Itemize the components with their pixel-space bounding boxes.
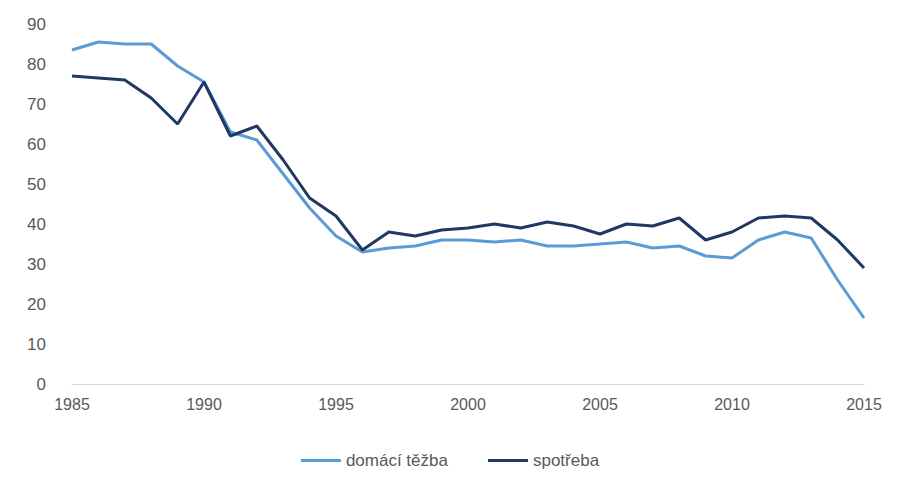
svg-text:0: 0 bbox=[37, 375, 46, 394]
svg-text:60: 60 bbox=[27, 135, 46, 154]
svg-text:30: 30 bbox=[27, 255, 46, 274]
svg-text:70: 70 bbox=[27, 95, 46, 114]
svg-text:2010: 2010 bbox=[714, 396, 750, 413]
svg-text:2015: 2015 bbox=[846, 396, 882, 413]
svg-text:20: 20 bbox=[27, 295, 46, 314]
svg-text:2000: 2000 bbox=[450, 396, 486, 413]
svg-text:10: 10 bbox=[27, 335, 46, 354]
svg-text:1995: 1995 bbox=[318, 396, 354, 413]
svg-text:1985: 1985 bbox=[54, 396, 90, 413]
svg-text:1990: 1990 bbox=[186, 396, 222, 413]
svg-text:90: 90 bbox=[27, 15, 46, 34]
svg-text:spotřeba: spotřeba bbox=[533, 451, 600, 470]
svg-text:2005: 2005 bbox=[582, 396, 618, 413]
svg-text:domácí těžba: domácí těžba bbox=[346, 451, 449, 470]
svg-text:40: 40 bbox=[27, 215, 46, 234]
svg-text:50: 50 bbox=[27, 175, 46, 194]
svg-text:80: 80 bbox=[27, 55, 46, 74]
